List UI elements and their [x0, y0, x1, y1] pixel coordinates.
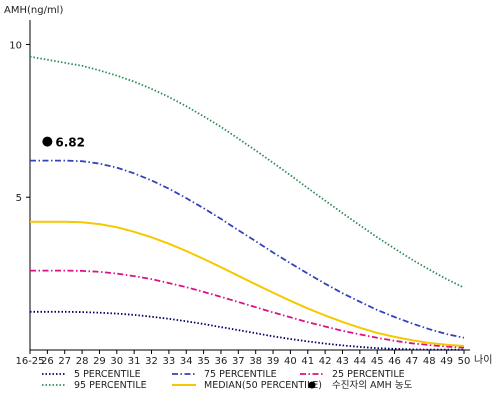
x-tick-label-7: 32: [145, 356, 158, 367]
legend-label-0: 5 PERCENTILE: [74, 369, 141, 380]
x-tick-label-23: 48: [423, 356, 436, 367]
patient-amh-value-label: 6.82: [55, 136, 85, 150]
x-tick-label-3: 28: [76, 356, 89, 367]
x-tick-label-2: 27: [58, 356, 71, 367]
legend-label-1: 75 PERCENTILE: [204, 369, 277, 380]
x-tick-label-4: 29: [93, 356, 106, 367]
x-tick-label-12: 37: [232, 356, 245, 367]
legend-label-marker: 수진자의 AMH 농도: [332, 380, 413, 391]
legend-swatch-marker: [308, 381, 316, 389]
patient-amh-point: [42, 136, 53, 147]
series-line-4: [30, 220, 465, 347]
legend-label-3: 95 PERCENTILE: [74, 380, 147, 391]
data-markers: 6.82: [42, 136, 85, 150]
x-tick-label-8: 33: [163, 356, 176, 367]
series-line-3: [29, 55, 465, 289]
axes: AMH(ng/ml) 나이: [4, 5, 492, 366]
x-tick-label-25: 50: [458, 356, 471, 367]
x-tick-label-17: 42: [319, 356, 332, 367]
x-tick-label-22: 47: [406, 356, 419, 367]
x-tick-label-19: 44: [353, 356, 366, 367]
x-tick-label-13: 38: [249, 356, 262, 367]
legend-label-2: 25 PERCENTILE: [332, 369, 405, 380]
series-line-0: [30, 310, 464, 351]
series-lines: [29, 55, 465, 351]
y-ticks: 10 5: [9, 40, 30, 204]
x-tick-label-5: 30: [110, 356, 123, 367]
y-axis-label: AMH(ng/ml): [4, 5, 63, 16]
x-tick-label-9: 34: [180, 356, 193, 367]
x-tick-label-10: 35: [197, 356, 210, 367]
x-tick-label-21: 46: [388, 356, 401, 367]
series-line-2: [30, 269, 465, 349]
x-tick-label-1: 26: [41, 356, 54, 367]
legend-label-4: MEDIAN(50 PERCENTILE): [204, 380, 322, 391]
legend: 5 PERCENTILE 75 PERCENTILE 25 PERCENTILE 95…: [42, 369, 413, 391]
x-tick-label-0: 16-25: [15, 356, 44, 367]
x-tick-label-24: 49: [440, 356, 453, 367]
x-tick-label-6: 31: [128, 356, 141, 367]
x-tick-label-15: 40: [284, 356, 297, 367]
x-tick-label-16: 41: [301, 356, 314, 367]
x-tick-label-18: 43: [336, 356, 349, 367]
x-tick-label-11: 36: [215, 356, 228, 367]
y-tick-label-0: 10: [9, 40, 22, 51]
series-line-1: [30, 159, 465, 339]
x-axis-label: 나이: [474, 354, 492, 366]
x-tick-label-20: 45: [371, 356, 384, 367]
x-tick-label-14: 39: [267, 356, 280, 367]
y-tick-label-1: 5: [16, 193, 22, 204]
